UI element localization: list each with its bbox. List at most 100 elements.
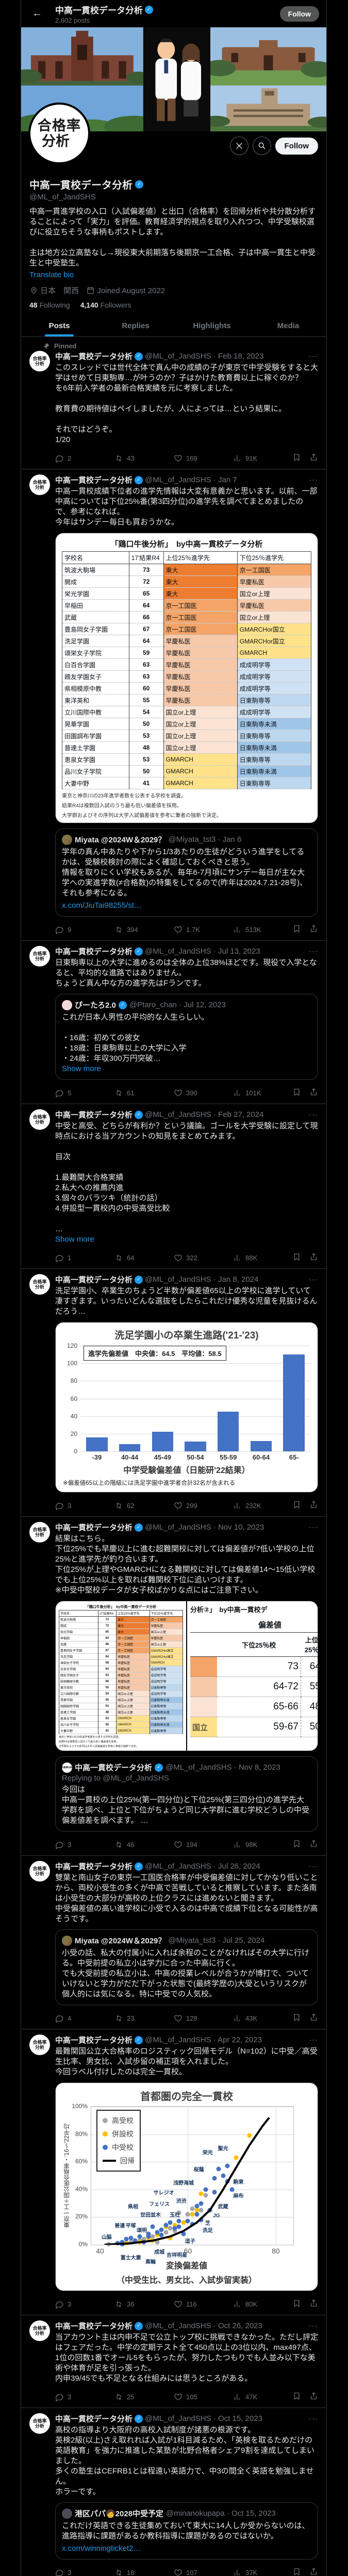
- bookmark-button[interactable]: [292, 2013, 301, 2023]
- post-avatar[interactable]: 合格率 分析: [29, 1861, 50, 1882]
- header-follow-button[interactable]: Follow: [279, 6, 319, 22]
- reply-button[interactable]: 3: [55, 2568, 114, 2576]
- share-button[interactable]: [309, 2013, 318, 2023]
- bookmark-button[interactable]: [292, 2392, 301, 2402]
- post-more-button[interactable]: ···: [309, 2036, 318, 2044]
- following-count[interactable]: 48 Following: [29, 301, 70, 309]
- quoted-post[interactable]: ぴーたろ2.0 ✓ @Ptaro_chan · Jul 12, 2023 これが日本人…: [55, 994, 318, 1080]
- bookmark-button[interactable]: [292, 1088, 301, 1098]
- share-button[interactable]: [309, 453, 318, 463]
- like-button[interactable]: 1.7K: [174, 925, 233, 934]
- post-avatar[interactable]: 合格率 分析: [29, 1522, 50, 1543]
- show-more-link[interactable]: Show more: [62, 1064, 101, 1073]
- post-author[interactable]: 中高一貫校データ分析: [55, 1862, 133, 1871]
- post-author[interactable]: 中高一貫校データ分析: [55, 476, 133, 485]
- tab-highlights[interactable]: Highlights: [193, 321, 231, 330]
- post[interactable]: 合格率 分析 中高一貫校データ分析 ✓ @ML_of_JandSHS · Jul…: [21, 1856, 326, 2029]
- post-more-button[interactable]: ···: [309, 1110, 318, 1119]
- like-button[interactable]: 299: [174, 1501, 233, 1510]
- post[interactable]: 合格率 分析 中高一貫校データ分析 ✓ @ML_of_JandSHS · Oct…: [21, 2315, 326, 2408]
- post-image-scatter-chart[interactable]: 首都圏の完全一貫校 東京一工＋国公医合格率・'16～'22平均 0% 20% 40% 60…: [55, 2082, 318, 2291]
- share-button[interactable]: [309, 1839, 318, 1850]
- tab-posts[interactable]: Posts: [21, 314, 97, 336]
- repost-button[interactable]: 36: [114, 2300, 174, 2309]
- reply-button[interactable]: 3: [55, 1840, 114, 1849]
- post-author[interactable]: 中高一貫校データ分析: [55, 2036, 133, 2045]
- like-button[interactable]: 128: [174, 2014, 233, 2023]
- repost-button[interactable]: 18: [114, 2568, 174, 2576]
- bookmark-button[interactable]: [292, 1500, 301, 1511]
- bookmark-button[interactable]: [292, 453, 301, 463]
- reply-button[interactable]: 9: [55, 925, 114, 934]
- reply-button[interactable]: 3: [55, 2300, 114, 2309]
- post-image-table-2[interactable]: 分析②」 by中高一貫校デ偏差値下位25％校上位25％736464-725565…: [187, 1601, 318, 1740]
- post[interactable]: 合格率 分析 中高一貫校データ分析 ✓ @ML_of_JandSHS · Jan…: [21, 1269, 326, 1517]
- post-image-left[interactable]: 「鶏口牛後分析」 by中高一貫校データ分析 学校名 17'結果R4 上位25％進学先下…: [56, 1601, 186, 1751]
- profile-avatar[interactable]: 合格率 分析: [28, 103, 90, 164]
- post-more-button[interactable]: ···: [309, 1862, 318, 1871]
- repost-button[interactable]: 64: [114, 1253, 174, 1262]
- translate-bio-link[interactable]: Translate bio: [29, 270, 74, 279]
- like-button[interactable]: 194: [174, 1840, 233, 1849]
- repost-button[interactable]: 62: [114, 1501, 174, 1510]
- views-button[interactable]: 47K: [233, 2393, 292, 2401]
- post[interactable]: Pinned 合格率 分析 中高一貫校データ分析 ✓ @ML_of_JandSH…: [21, 337, 326, 469]
- views-button[interactable]: 101K: [233, 1089, 292, 1097]
- post-more-button[interactable]: ···: [309, 1275, 318, 1284]
- reply-button[interactable]: 1: [55, 1253, 114, 1262]
- views-button[interactable]: 37K: [233, 2568, 292, 2576]
- share-button[interactable]: [309, 1500, 318, 1511]
- post[interactable]: 合格率 分析 中高一貫校データ分析 ✓ @ML_of_JandSHS · Jan…: [21, 469, 326, 941]
- repost-button[interactable]: 61: [114, 1089, 174, 1097]
- bookmark-button[interactable]: [292, 1839, 301, 1850]
- post-author[interactable]: 中高一貫校データ分析: [55, 1111, 133, 1120]
- bookmark-button[interactable]: [292, 924, 301, 935]
- share-button[interactable]: [309, 2299, 318, 2309]
- quote-link[interactable]: x.com/winningticket2…: [62, 2544, 141, 2553]
- views-button[interactable]: 232K: [233, 1501, 292, 1510]
- post-avatar[interactable]: 合格率 分析: [29, 2035, 50, 2055]
- post-images-pair[interactable]: 「鶏口牛後分析」 by中高一貫校データ分析 学校名 17'結果R4 上位25％進学先下…: [55, 1601, 318, 1751]
- post-more-button[interactable]: ···: [309, 352, 318, 361]
- bookmark-button[interactable]: [292, 1252, 301, 1263]
- reply-button[interactable]: 5: [55, 1089, 114, 1097]
- reply-button[interactable]: 3: [55, 1501, 114, 1510]
- post-author[interactable]: 中高一貫校データ分析: [55, 1523, 133, 1532]
- post-more-button[interactable]: ···: [309, 947, 318, 956]
- repost-button[interactable]: 394: [114, 925, 174, 934]
- repost-button[interactable]: 46: [114, 1840, 174, 1849]
- post-image-bar-chart[interactable]: 洗足学園小の卒業生進路('21-'23) 0 20 40 60 80 100 120 進学先偏差…: [55, 1322, 318, 1493]
- post-image-table[interactable]: 「鶏口牛後分析」 by中高一貫校データ分析 学校名 17'結果R4 上位25％進学先下…: [55, 533, 318, 823]
- post[interactable]: 合格率 分析 中高一貫校データ分析 ✓ @ML_of_JandSHS · Oct…: [21, 2408, 326, 2576]
- post-avatar[interactable]: 合格率 分析: [29, 474, 50, 495]
- post-author[interactable]: 中高一貫校データ分析: [55, 2415, 133, 2424]
- views-button[interactable]: 80K: [233, 2300, 292, 2309]
- post-author[interactable]: 中高一貫校データ分析: [55, 947, 133, 956]
- like-button[interactable]: 105: [174, 2393, 233, 2401]
- quote-link[interactable]: x.com/JiuTai98255/st…: [62, 901, 142, 910]
- quoted-post[interactable]: Miyata @2024W＆2029？ @Miyata_tst3 · Jan 6 学…: [55, 828, 318, 917]
- repost-button[interactable]: 43: [114, 454, 174, 463]
- post-more-button[interactable]: ···: [309, 2414, 318, 2423]
- post[interactable]: 合格率 分析 中高一貫校データ分析 ✓ @ML_of_JandSHS · Feb…: [21, 1104, 326, 1269]
- quoted-post[interactable]: Miyata @2024W＆2029？ @Miyata_tst3 · Jul 25…: [55, 1929, 318, 2005]
- post-more-button[interactable]: ···: [309, 2321, 318, 2330]
- post-image-table[interactable]: 「鶏口牛後分析」 by中高一貫校データ分析 学校名 17'結果R4 上位25％進学先下…: [56, 1601, 186, 1751]
- views-button[interactable]: 88K: [233, 1253, 292, 1262]
- share-button[interactable]: [309, 2567, 318, 2576]
- views-button[interactable]: 43K: [233, 2014, 292, 2023]
- like-button[interactable]: 116: [174, 2300, 233, 2309]
- share-button[interactable]: [309, 2392, 318, 2402]
- show-more-link[interactable]: Show more: [55, 1235, 94, 1244]
- post-author[interactable]: 中高一貫校データ分析: [55, 352, 133, 361]
- post-avatar[interactable]: 合格率 分析: [29, 1274, 50, 1295]
- search-button[interactable]: [252, 137, 271, 155]
- post-author[interactable]: 中高一貫校データ分析: [55, 1276, 133, 1284]
- reply-button[interactable]: 4: [55, 2014, 114, 2023]
- bookmark-button[interactable]: [292, 2299, 301, 2309]
- bookmark-button[interactable]: [292, 2567, 301, 2576]
- quoted-post[interactable]: 合格率分析 中高一貫校データ分析 ✓ @ML_of_JandSHS · Nov 8, …: [55, 1756, 318, 1832]
- post-avatar[interactable]: 合格率 分析: [29, 2413, 50, 2434]
- reply-button[interactable]: 3: [55, 2393, 114, 2401]
- tab-media[interactable]: Media: [277, 321, 300, 330]
